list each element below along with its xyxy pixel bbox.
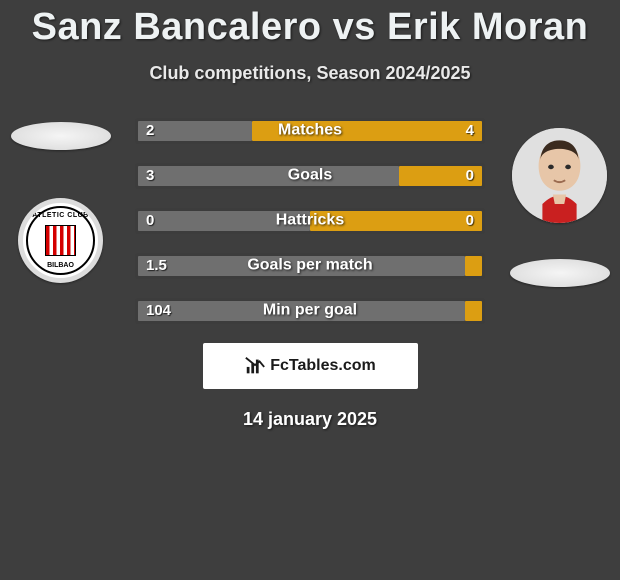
stat-label: Goals	[138, 167, 482, 185]
stat-bar: 104Min per goal	[135, 298, 485, 324]
stat-bar: 00Hattricks	[135, 208, 485, 234]
bar-chart-icon	[244, 355, 266, 377]
page-title: Sanz Bancalero vs Erik Moran	[0, 0, 620, 49]
player-left-slot: ATLETIC CLUB BILBAO	[8, 122, 113, 283]
comparison-card: Sanz Bancalero vs Erik Moran Club compet…	[0, 0, 620, 580]
stat-label: Min per goal	[138, 302, 482, 320]
club-left-crest: ATLETIC CLUB BILBAO	[18, 198, 103, 283]
date-label: 14 january 2025	[0, 409, 620, 430]
club-right-placeholder-oval	[510, 259, 610, 287]
player-left-placeholder-oval	[11, 122, 111, 150]
stat-bar: 24Matches	[135, 118, 485, 144]
player-right-portrait	[512, 128, 607, 223]
stat-label: Hattricks	[138, 212, 482, 230]
stat-bar: 30Goals	[135, 163, 485, 189]
stat-label: Matches	[138, 122, 482, 140]
brand-card: FcTables.com	[203, 343, 418, 389]
brand-label: FcTables.com	[270, 357, 376, 375]
stats-bars: 24Matches 30Goals 00Hattricks 1.5Goals per …	[135, 118, 485, 324]
crest-top-text: ATLETIC CLUB	[23, 212, 98, 219]
stat-label: Goals per match	[138, 257, 482, 275]
subtitle: Club competitions, Season 2024/2025	[0, 63, 620, 84]
crest-bottom-text: BILBAO	[23, 262, 98, 269]
stat-bar: 1.5Goals per match	[135, 253, 485, 279]
player-right-slot	[507, 128, 612, 287]
